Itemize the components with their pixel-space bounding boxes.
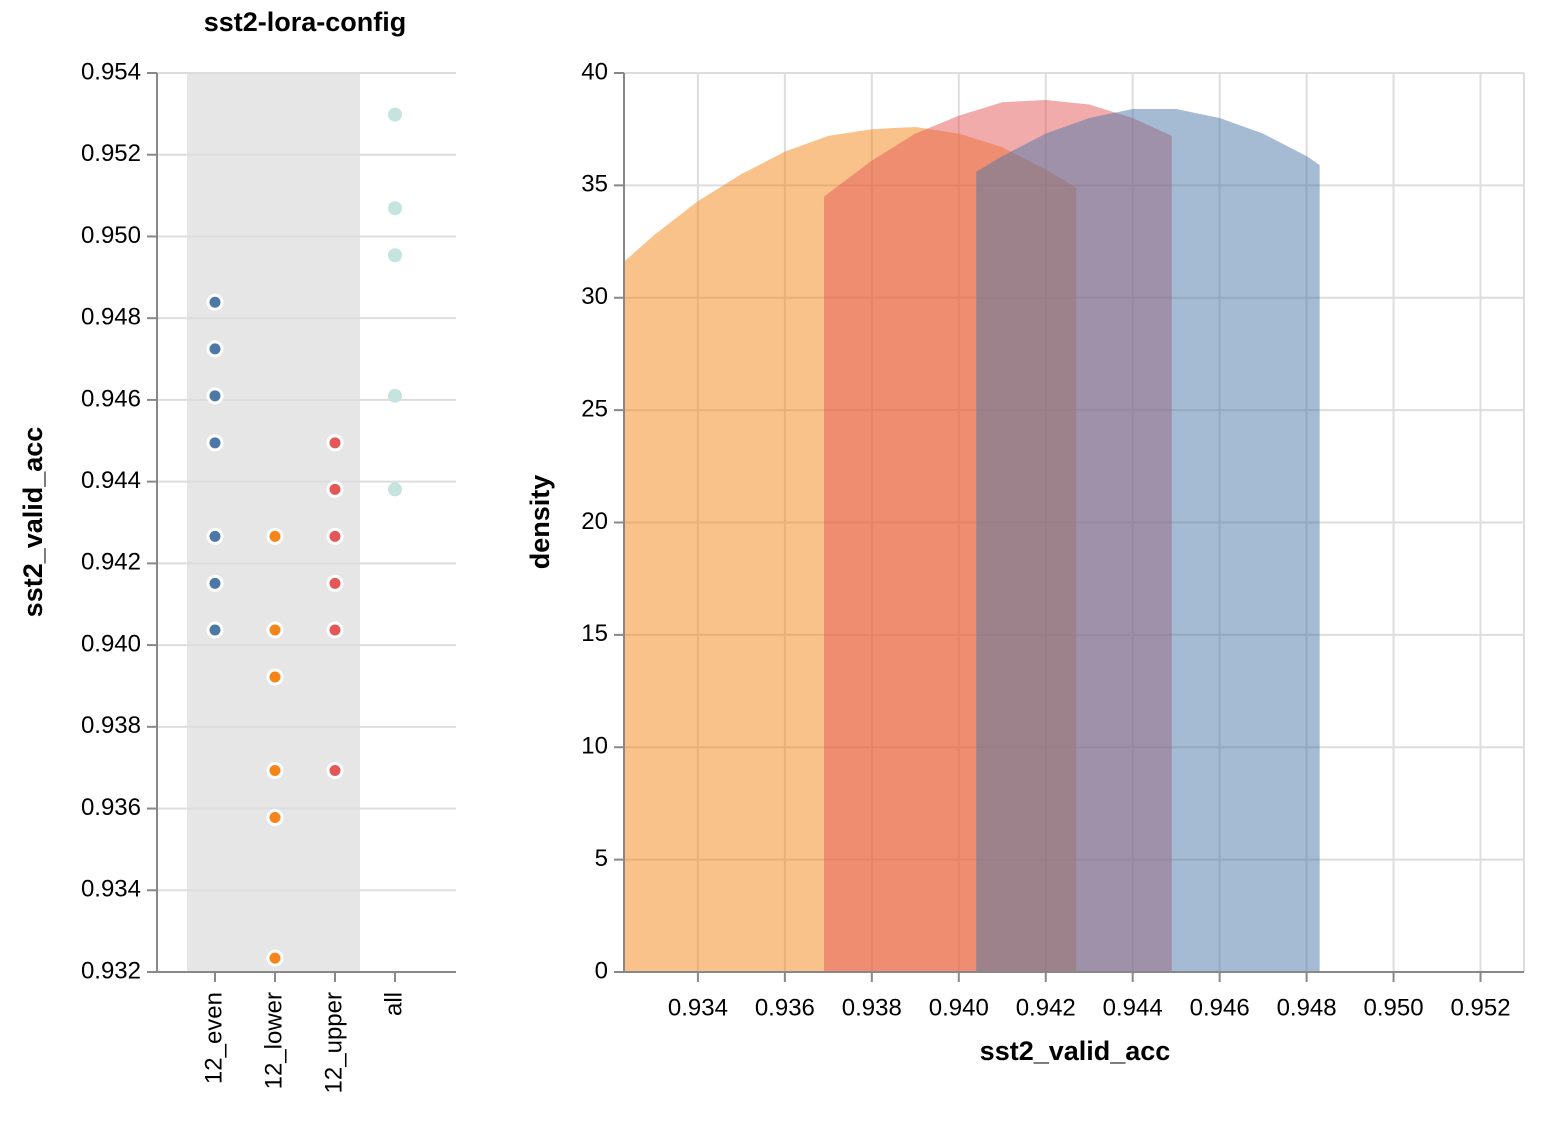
y-tick-label: 0.942 — [81, 549, 141, 576]
y-tick-label: 30 — [581, 283, 608, 310]
point — [206, 574, 224, 592]
x-tick-label: 0.936 — [755, 994, 815, 1021]
chart-title: sst2-lora-config — [204, 7, 407, 37]
y-tick-label: 5 — [595, 845, 608, 872]
point — [326, 434, 344, 452]
y-tick-label: 35 — [581, 171, 608, 198]
x-tick-label: all — [380, 992, 407, 1016]
point — [326, 621, 344, 639]
y-tick-label: 0.940 — [81, 630, 141, 657]
y-tick-label: 0.944 — [81, 467, 141, 494]
x-tick-label: 12_even — [200, 992, 227, 1084]
point — [388, 388, 402, 403]
point — [266, 621, 284, 639]
point — [326, 574, 344, 592]
y-axis-label: density — [525, 475, 555, 570]
y-tick-label: 0.936 — [81, 794, 141, 821]
x-tick-label: 0.938 — [842, 994, 902, 1021]
y-tick-label: 0 — [595, 957, 608, 984]
y-tick-label: 10 — [581, 733, 608, 760]
point — [206, 340, 224, 358]
point — [388, 482, 402, 497]
point — [266, 527, 284, 545]
y-tick-label: 0.954 — [81, 58, 141, 85]
y-tick-label: 0.946 — [81, 385, 141, 412]
y-tick-label: 0.932 — [81, 957, 141, 984]
y-tick-label: 0.934 — [81, 876, 141, 903]
point — [206, 621, 224, 639]
y-tick-label: 0.952 — [81, 140, 141, 167]
density-area — [976, 108, 1320, 972]
point — [326, 762, 344, 780]
point — [206, 293, 224, 311]
x-tick-label: 0.934 — [668, 994, 728, 1021]
y-tick-label: 25 — [581, 395, 608, 422]
y-tick-label: 20 — [581, 508, 608, 535]
point — [266, 949, 284, 967]
point — [266, 668, 284, 686]
y-tick-label: 0.948 — [81, 304, 141, 331]
point — [326, 527, 344, 545]
x-tick-label: 0.942 — [1016, 994, 1076, 1021]
point — [266, 762, 284, 780]
x-tick-label: 12_lower — [260, 992, 287, 1089]
x-tick-label: 0.944 — [1103, 994, 1163, 1021]
point — [206, 387, 224, 405]
point — [388, 248, 402, 263]
x-tick-label: 0.950 — [1364, 994, 1424, 1021]
point — [206, 527, 224, 545]
y-tick-label: 15 — [581, 620, 608, 647]
point — [326, 480, 344, 498]
x-tick-label: 0.948 — [1277, 994, 1337, 1021]
point — [266, 809, 284, 827]
y-tick-label: 40 — [581, 58, 608, 85]
point — [206, 434, 224, 452]
x-tick-label: 0.952 — [1450, 994, 1510, 1021]
x-tick-label: 12_upper — [320, 992, 347, 1093]
group-band — [187, 73, 360, 972]
x-tick-label: 0.946 — [1190, 994, 1250, 1021]
point — [388, 107, 402, 122]
y-tick-label: 0.938 — [81, 712, 141, 739]
x-tick-label: 0.940 — [929, 994, 989, 1021]
y-tick-label: 0.950 — [81, 222, 141, 249]
point — [388, 201, 402, 216]
x-axis-label: sst2_valid_acc — [980, 1036, 1171, 1066]
y-axis-label: sst2_valid_acc — [18, 427, 48, 618]
